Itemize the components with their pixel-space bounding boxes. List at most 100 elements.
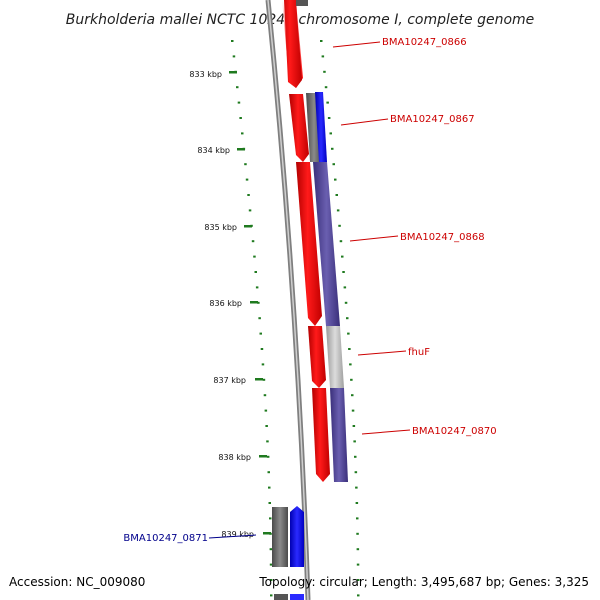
tick-mark <box>237 148 245 151</box>
gene-arrow-forward[interactable] <box>289 94 309 162</box>
gene-arrow-bma10247-0871[interactable] <box>290 506 304 567</box>
gene-arrow-bma10247-0870[interactable] <box>330 388 348 482</box>
ruler-dot <box>266 455 270 458</box>
bma10247-0871-region <box>272 506 304 600</box>
scale-ticks <box>229 71 271 535</box>
ruler-dot <box>347 332 350 335</box>
ruler-dot <box>248 209 252 212</box>
gene-arrow-bma10247-0868[interactable] <box>313 162 340 326</box>
accession-text: Accession: NC_009080 <box>9 575 145 589</box>
ruler-dot <box>268 486 271 489</box>
tick-mark <box>255 378 263 381</box>
tick-mark <box>259 455 267 458</box>
tick-mark <box>229 71 237 74</box>
gene-arrow-bma10247-0867[interactable] <box>315 92 327 162</box>
ruler-dot <box>339 240 343 243</box>
ruler-dot <box>335 194 338 196</box>
ruler-dot <box>263 394 267 397</box>
ruler-dot <box>341 255 344 258</box>
ruler-dot <box>321 55 325 58</box>
ruler-dot <box>329 132 332 135</box>
tick-mark <box>263 532 271 535</box>
tick-label: 839 kbp <box>221 530 254 539</box>
tick-label: 835 kbp <box>204 223 237 232</box>
ruler-dot <box>351 394 354 397</box>
ruler-dot <box>255 286 259 289</box>
gene-label[interactable]: BMA10247_0870 <box>412 426 497 437</box>
gene-label[interactable]: BMA10247_0867 <box>390 114 475 125</box>
ruler-dot <box>320 40 323 42</box>
tick-mark <box>250 301 258 304</box>
reverse-strand-features <box>306 92 348 482</box>
outer-dotted-ring <box>320 40 360 597</box>
ruler-dot <box>348 348 351 350</box>
ruler-dot <box>355 502 359 504</box>
gene-segment <box>290 594 304 600</box>
ruler-dot <box>269 563 273 566</box>
ruler-dot <box>267 471 270 474</box>
ruler-dot <box>326 101 329 104</box>
gene-label[interactable]: fhuF <box>408 347 430 358</box>
gene-label[interactable]: BMA10247_0866 <box>382 37 467 48</box>
ruler-dot <box>324 86 328 89</box>
gene-label[interactable]: BMA10247_0868 <box>400 232 485 243</box>
ruler-dot <box>241 132 244 135</box>
gene-arrow-bma10247-0866[interactable] <box>280 0 302 88</box>
ruler-dot <box>253 255 256 258</box>
tick-label: 834 kbp <box>197 146 230 155</box>
tick-label: 833 kbp <box>189 70 222 79</box>
ruler-dot <box>357 594 360 597</box>
ruler-dot <box>232 55 236 58</box>
ruler-dot <box>254 271 257 273</box>
tick-label: 837 kbp <box>213 376 246 385</box>
gene-segment <box>274 594 288 600</box>
gene-label[interactable]: BMA10247_0871 <box>123 533 208 544</box>
ruler-dot <box>231 40 234 42</box>
backbone <box>265 0 311 600</box>
ruler-dot <box>269 579 273 581</box>
ruler-dot <box>356 548 360 551</box>
map-title: Burkholderia mallei NCTC 10247 chromosom… <box>66 12 535 28</box>
ruler-dot <box>257 301 260 304</box>
ruler-dot <box>346 317 349 320</box>
ruler-dot <box>265 425 268 427</box>
ruler-dot <box>331 147 334 150</box>
gene-arrow-forward[interactable] <box>312 388 330 482</box>
ruler-dot <box>270 594 273 597</box>
tick-mark <box>244 225 252 228</box>
ruler-dot <box>355 486 358 489</box>
ruler-dot <box>259 332 262 335</box>
ruler-dot <box>247 194 250 196</box>
ruler-dot <box>251 240 255 243</box>
ruler-dot <box>239 117 242 119</box>
ruler-dot <box>354 471 358 474</box>
topology-text: Topology: circular; Length: 3,495,687 bp… <box>258 575 589 589</box>
label-leader-lines <box>208 41 411 539</box>
gene-arrow-fhuf[interactable] <box>326 326 344 388</box>
tick-label: 838 kbp <box>218 453 251 462</box>
ruler-dot <box>244 163 247 166</box>
ruler-dot <box>327 117 331 119</box>
ruler-dot <box>245 178 249 181</box>
ruler-dot <box>356 563 360 566</box>
ruler-dot <box>353 440 356 443</box>
ruler-dot <box>236 86 239 89</box>
ruler-dot <box>338 224 341 227</box>
tick-label: 836 kbp <box>209 299 242 308</box>
ruler-dot <box>258 317 261 320</box>
ruler-dot <box>343 286 347 289</box>
gene-arrow-forward[interactable] <box>296 162 322 326</box>
ruler-dot <box>261 363 265 366</box>
ruler-dot <box>356 579 360 581</box>
gene-segment <box>272 507 288 567</box>
ruler-dot <box>356 532 359 535</box>
ruler-dot <box>264 409 268 412</box>
gene-arrow-forward[interactable] <box>308 326 326 388</box>
ruler-dot <box>269 548 273 551</box>
scale-tick-labels: 833 kbp 834 kbp 835 kbp 836 kbp 837 kbp … <box>189 70 254 539</box>
forward-strand-features <box>280 0 330 482</box>
ruler-dot <box>260 348 264 350</box>
ruler-dot <box>268 502 271 504</box>
inner-ruler-ring <box>231 40 273 597</box>
